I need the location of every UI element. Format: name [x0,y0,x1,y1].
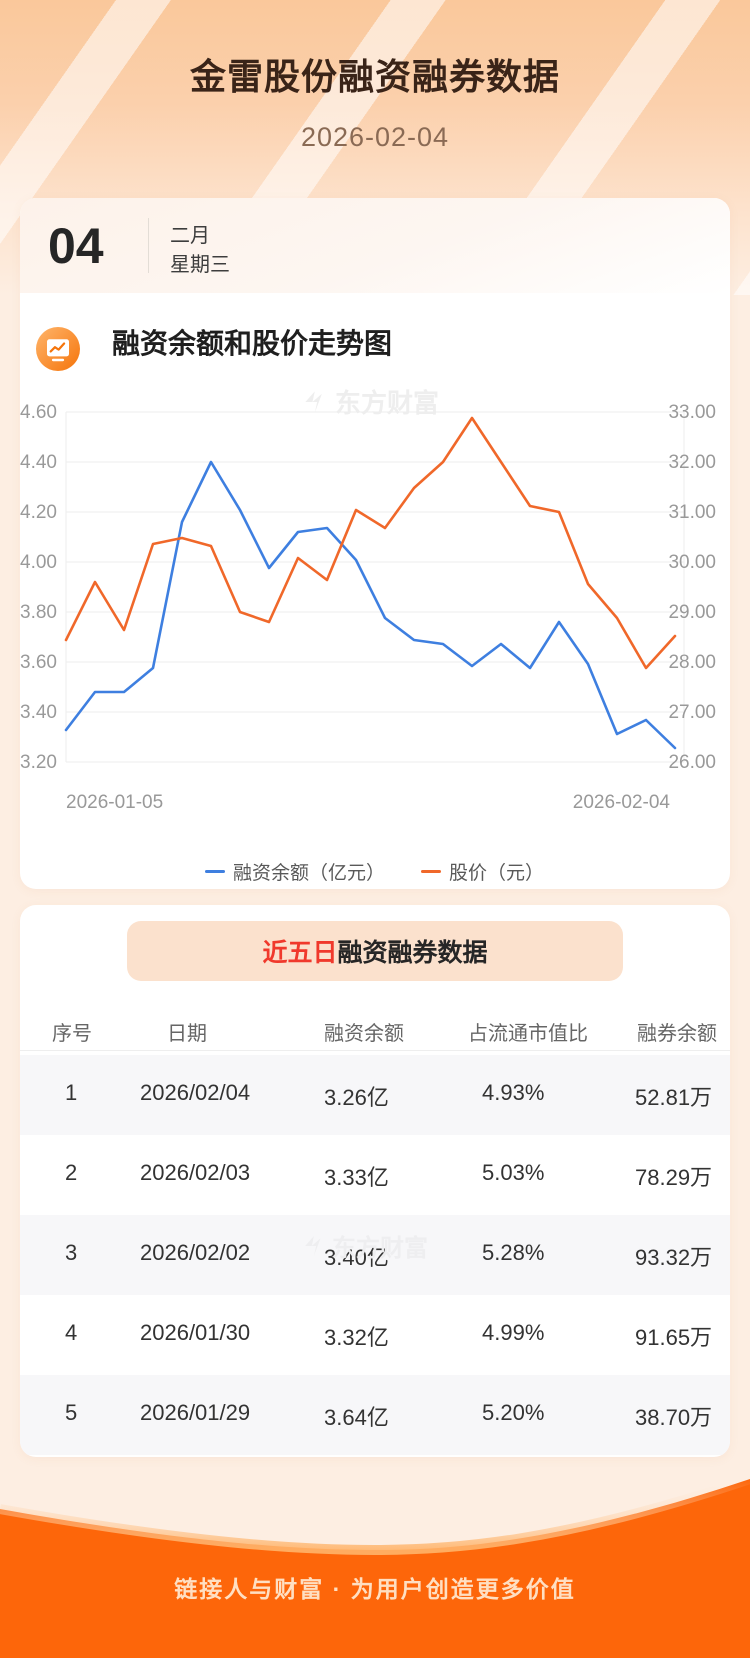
svg-text:31.00: 31.00 [668,502,716,523]
svg-text:3.40: 3.40 [20,702,57,723]
svg-text:4.00: 4.00 [20,552,57,573]
svg-text:28.00: 28.00 [668,652,716,673]
svg-text:4.60: 4.60 [20,402,57,423]
svg-text:3.20: 3.20 [20,752,57,773]
svg-text:4.20: 4.20 [20,502,57,523]
svg-text:4.40: 4.40 [20,452,57,473]
svg-text:33.00: 33.00 [668,402,716,423]
svg-text:3.60: 3.60 [20,652,57,673]
svg-text:3.80: 3.80 [20,602,57,623]
svg-text:2026-02-04: 2026-02-04 [573,792,671,813]
svg-text:27.00: 27.00 [668,702,716,723]
svg-text:30.00: 30.00 [668,552,716,573]
svg-text:29.00: 29.00 [668,602,716,623]
svg-text:26.00: 26.00 [668,752,716,773]
svg-text:32.00: 32.00 [668,452,716,473]
svg-text:2026-01-05: 2026-01-05 [66,792,163,813]
